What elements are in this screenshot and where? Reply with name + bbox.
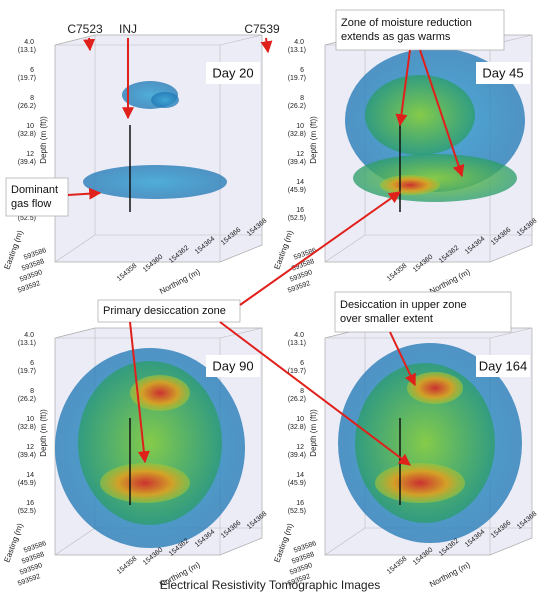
depth-tick: 10	[296, 123, 304, 130]
depth-tick: 14	[296, 472, 304, 479]
depth-tick-ft: (26.2)	[18, 103, 36, 110]
plume	[407, 372, 463, 404]
annotation-text: Zone of moisture reduction	[341, 17, 472, 29]
depth-tick-ft: (13.1)	[18, 340, 36, 347]
depth-title: Depth (m (ft))	[39, 116, 48, 164]
plume	[380, 175, 440, 195]
depth-tick-ft: (39.4)	[18, 159, 36, 166]
depth-tick: 4.0	[24, 39, 34, 46]
depth-tick-ft: (39.4)	[288, 159, 306, 166]
depth-title: Depth (m (ft))	[309, 116, 318, 164]
depth-tick: 14	[296, 179, 304, 186]
depth-tick: 8	[30, 95, 34, 102]
depth-tick-ft: (26.2)	[288, 396, 306, 403]
annotation-text: Desiccation in upper zone	[340, 299, 467, 311]
northing-tick: 154358	[116, 555, 138, 575]
depth-tick: 8	[30, 388, 34, 395]
northing-title: Northing (m)	[428, 560, 472, 589]
day-label: Day 20	[212, 65, 253, 80]
depth-tick: 12	[26, 151, 34, 158]
depth-tick: 6	[30, 360, 34, 367]
annotation-text: extends as gas warms	[341, 31, 451, 43]
depth-tick: 8	[300, 388, 304, 395]
depth-tick-ft: (13.1)	[18, 47, 36, 54]
well-label: INJ	[119, 22, 137, 36]
easting-tick: 593586	[23, 247, 47, 262]
annotation-text: Primary desiccation zone	[103, 305, 226, 317]
annotation-text: over smaller extent	[340, 313, 433, 325]
depth-tick: 16	[296, 500, 304, 507]
plume	[375, 463, 465, 503]
northing-title: Northing (m)	[158, 267, 202, 296]
annotation-text: Dominant	[11, 184, 58, 196]
plume	[151, 92, 179, 108]
depth-tick: 4.0	[294, 332, 304, 339]
depth-tick-ft: (45.9)	[288, 187, 306, 194]
depth-tick: 12	[296, 444, 304, 451]
figure: Depth (m (ft))4.0(13.1)6(19.7)8(26.2)10(…	[0, 0, 539, 598]
depth-title: Depth (m (ft))	[39, 409, 48, 457]
depth-tick-ft: (19.7)	[288, 75, 306, 82]
depth-tick-ft: (32.8)	[288, 424, 306, 431]
plume	[83, 165, 227, 199]
northing-tick: 154358	[116, 262, 138, 282]
depth-tick: 4.0	[24, 332, 34, 339]
depth-tick: 12	[26, 444, 34, 451]
annotation-text: gas flow	[11, 198, 51, 210]
panel: Depth (m (ft))4.0(13.1)6(19.7)8(26.2)10(…	[272, 328, 538, 589]
depth-tick-ft: (19.7)	[18, 368, 36, 375]
well-label: C7539	[244, 22, 280, 36]
depth-title: Depth (m (ft))	[309, 409, 318, 457]
depth-tick-ft: (32.8)	[288, 131, 306, 138]
panel: Depth (m (ft))4.0(13.1)6(19.7)8(26.2)10(…	[272, 35, 538, 296]
depth-tick-ft: (13.1)	[288, 47, 306, 54]
depth-tick-ft: (52.5)	[288, 215, 306, 222]
depth-tick: 6	[300, 67, 304, 74]
easting-title: Easting (m)	[2, 522, 25, 564]
well-label: C7523	[67, 22, 103, 36]
depth-tick: 4.0	[294, 39, 304, 46]
depth-tick-ft: (45.9)	[288, 480, 306, 487]
easting-title: Easting (m)	[2, 229, 25, 271]
easting-tick: 593586	[23, 540, 47, 555]
depth-tick: 10	[26, 123, 34, 130]
depth-tick: 10	[296, 416, 304, 423]
day-label: Day 90	[212, 358, 253, 373]
depth-tick: 6	[300, 360, 304, 367]
depth-tick: 6	[30, 67, 34, 74]
depth-tick: 12	[296, 151, 304, 158]
depth-tick-ft: (26.2)	[18, 396, 36, 403]
plume	[365, 75, 475, 155]
northing-tick: 154358	[386, 555, 408, 575]
arrow	[266, 38, 268, 52]
panel: Depth (m (ft))4.0(13.1)6(19.7)8(26.2)10(…	[2, 35, 268, 296]
depth-tick-ft: (26.2)	[288, 103, 306, 110]
depth-tick-ft: (52.5)	[288, 508, 306, 515]
easting-title: Easting (m)	[272, 522, 295, 564]
easting-tick: 593586	[293, 540, 317, 555]
plume	[100, 463, 190, 503]
caption: Electrical Resistivity Tomographic Image…	[160, 578, 381, 592]
depth-tick: 16	[296, 207, 304, 214]
day-label: Day 164	[479, 358, 527, 373]
arrow	[89, 38, 90, 50]
depth-tick: 8	[300, 95, 304, 102]
depth-tick-ft: (39.4)	[18, 452, 36, 459]
day-label: Day 45	[482, 65, 523, 80]
depth-tick-ft: (19.7)	[18, 75, 36, 82]
plume	[353, 154, 517, 202]
depth-tick-ft: (45.9)	[18, 480, 36, 487]
depth-tick-ft: (32.8)	[18, 131, 36, 138]
depth-tick: 10	[26, 416, 34, 423]
depth-tick-ft: (39.4)	[288, 452, 306, 459]
depth-tick: 16	[26, 500, 34, 507]
northing-tick: 154358	[386, 262, 408, 282]
depth-tick-ft: (52.5)	[18, 508, 36, 515]
depth-tick-ft: (13.1)	[288, 340, 306, 347]
easting-title: Easting (m)	[272, 229, 295, 271]
depth-tick-ft: (32.8)	[18, 424, 36, 431]
depth-tick: 14	[26, 472, 34, 479]
